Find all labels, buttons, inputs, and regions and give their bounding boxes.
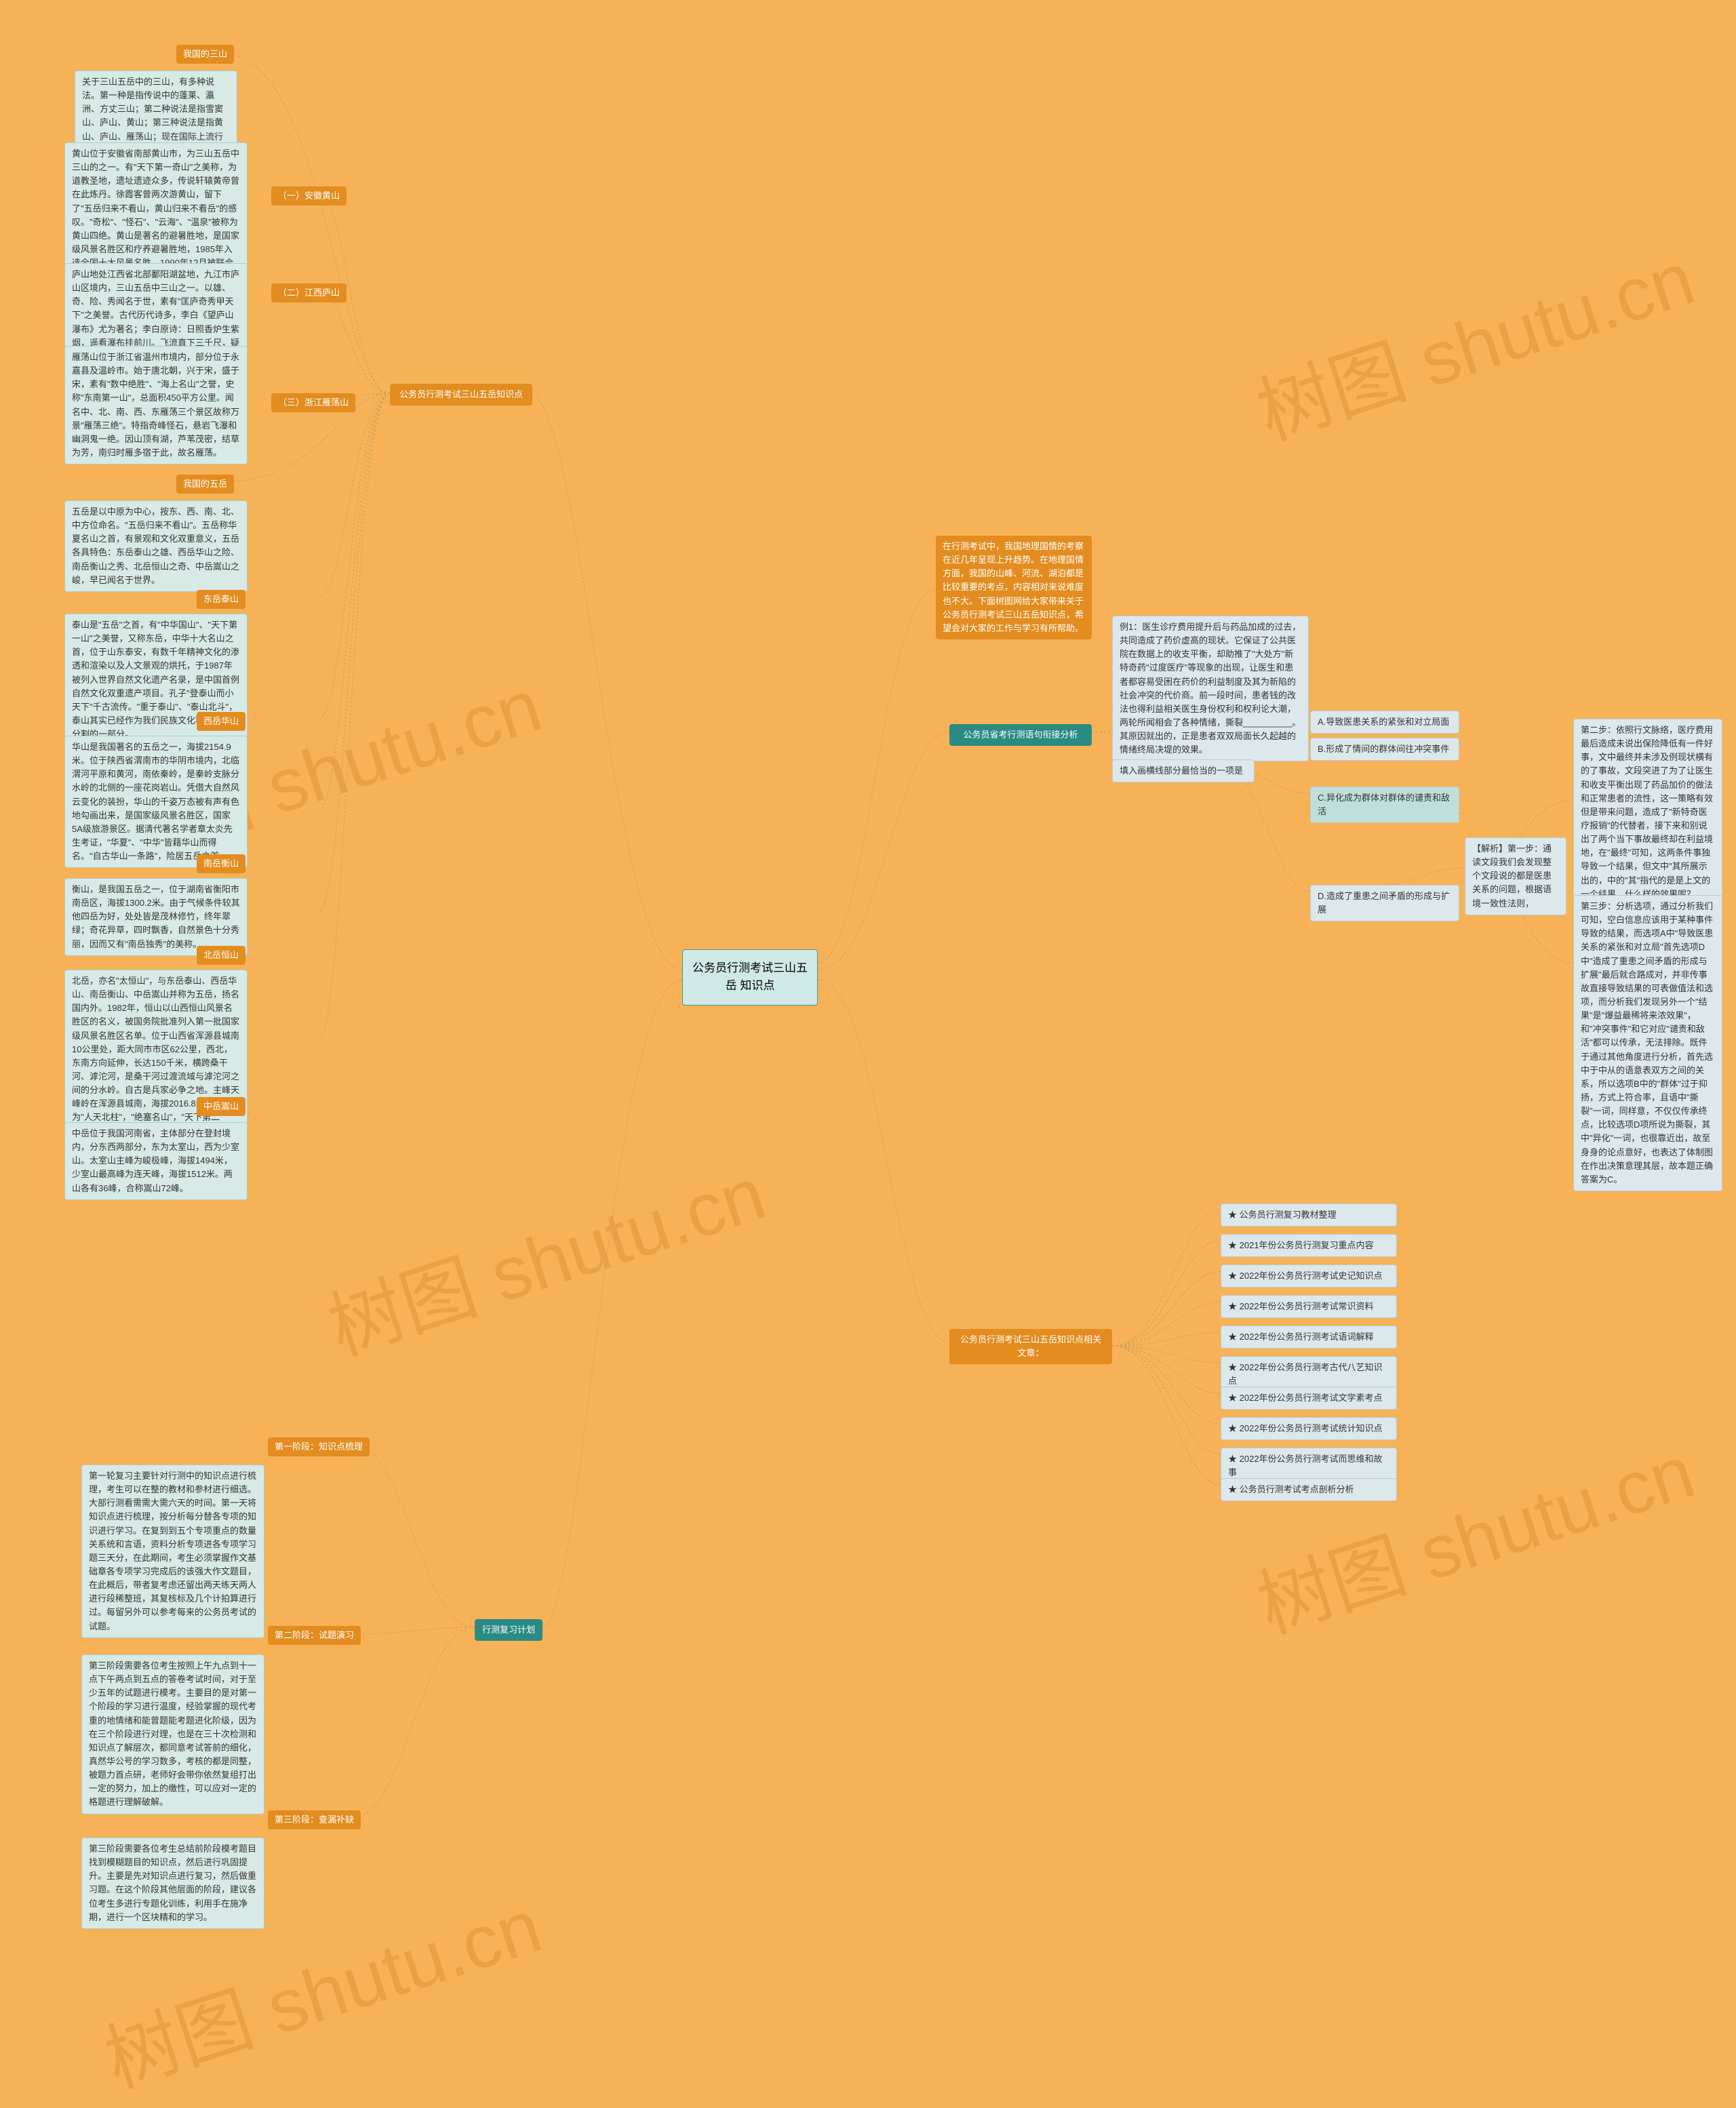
related-2-text: 2022年份公务员行测考试史记知识点 bbox=[1240, 1271, 1383, 1281]
related-1-text: 2021年份公务员行测复习重点内容 bbox=[1240, 1240, 1374, 1250]
five-5-label: 中岳嵩山 bbox=[197, 1097, 245, 1116]
five-3-label: 南岳衡山 bbox=[197, 854, 245, 873]
stage-1-text: 第一轮复习主要针对行测中的知识点进行梳理，考生可以在整的教材和参材进行细选。大部… bbox=[81, 1465, 264, 1638]
five-5-text: 中岳位于我国河南省，主体部分在登封境内，分东西两部分，东为太室山，西为少室山。太… bbox=[64, 1122, 248, 1200]
watermark: 树图 shutu.cn bbox=[313, 1133, 776, 1376]
mountain-3-text: 雁荡山位于浙江省温州市境内，部分位于永嘉县及温岭市。始于唐北朝，兴于宋，盛于宋，… bbox=[64, 346, 248, 464]
option-b: B.形成了情间的群体间往冲突事件 bbox=[1310, 738, 1459, 761]
related-4-text: 2022年份公务员行测考试语词解释 bbox=[1240, 1332, 1374, 1342]
five-3-text: 衡山，是我国五岳之一，位于湖南省衡阳市南岳区，海拔1300.2米。由于气候条件较… bbox=[64, 878, 248, 956]
branch-analysis-title: 公务员省考行测语句衔接分析 bbox=[949, 724, 1092, 746]
related-9-text: 公务员行测考试考点剖析分析 bbox=[1240, 1484, 1354, 1494]
branch-plan-title: 行测复习计划 bbox=[475, 1619, 542, 1641]
related-0-text: 公务员行测复习教材整理 bbox=[1240, 1210, 1337, 1220]
related-3: ★ 2022年份公务员行测考试常识资料 bbox=[1221, 1295, 1397, 1318]
five-2-text: 华山是我国著名的五岳之一，海拔2154.9米。位于陕西省渭南市的华阴市境内，北临… bbox=[64, 736, 248, 868]
stage-2-text: 第三阶段需要各位考生按照上午九点到十一点下午两点到五点的答卷考试时间，对于至少五… bbox=[81, 1654, 264, 1814]
five-4-label: 北岳恒山 bbox=[197, 946, 245, 965]
related-1: ★ 2021年份公务员行测复习重点内容 bbox=[1221, 1234, 1397, 1257]
analysis-example: 例1：医生诊疗费用提升后与药品加成的过去，共同造成了药价虚高的现状。它保证了公共… bbox=[1112, 616, 1309, 761]
root-node: 公务员行测考试三山五岳 知识点 bbox=[682, 949, 818, 1006]
stage-3-label: 第三阶段：查漏补缺 bbox=[268, 1810, 361, 1829]
option-a: A.导致医患关系的紧张和对立局面 bbox=[1310, 711, 1459, 734]
intro-box: 在行测考试中，我国地理国情的考察在近几年呈现上升趋势。在地理国情方面，我国的山峰… bbox=[936, 536, 1092, 639]
five-1-label: 东岳泰山 bbox=[197, 590, 245, 609]
related-4: ★ 2022年份公务员行测考试语词解释 bbox=[1221, 1326, 1397, 1349]
five-4-text: 北岳，亦名"太恒山"，与东岳泰山、西岳华山、南岳衡山、中岳嵩山并称为五岳，扬名国… bbox=[64, 970, 248, 1143]
option-d: D.造成了重患之间矛盾的形成与扩展 bbox=[1310, 885, 1459, 921]
related-7-text: 2022年份公务员行测考试统计知识点 bbox=[1240, 1423, 1383, 1433]
stage-2-label: 第二阶段：试题演习 bbox=[268, 1626, 361, 1645]
related-6: ★ 2022年份公务员行测考试文学素考点 bbox=[1221, 1387, 1397, 1410]
related-2: ★ 2022年份公务员行测考试史记知识点 bbox=[1221, 1265, 1397, 1288]
related-3-text: 2022年份公务员行测考试常识资料 bbox=[1240, 1301, 1374, 1311]
mountain-1-label: （一）安徽黄山 bbox=[271, 186, 347, 205]
five-mountains-label: 我国的五岳 bbox=[176, 475, 234, 494]
option-c: C.异化成为群体对群体的谴责和敌活 bbox=[1310, 787, 1459, 823]
related-5-text: 2022年份公务员行测考古代八艺知识点 bbox=[1228, 1362, 1383, 1386]
mountain-2-label: （二）江西庐山 bbox=[271, 283, 347, 302]
analysis-explain-step3: 第三步：分析选项，通过分析我们可知，空白信息应该用于某种事件导致的结果，而选项A… bbox=[1573, 895, 1722, 1191]
related-6-text: 2022年份公务员行测考试文学素考点 bbox=[1240, 1393, 1383, 1403]
branch-knowledge-title: 公务员行测考试三山五岳知识点 bbox=[390, 384, 532, 405]
five-mountains-desc: 五岳是以中原为中心，按东、西、南、北、中方位命名。"五岳归来不看山"。五岳称华夏… bbox=[64, 500, 248, 592]
related-7: ★ 2022年份公务员行测考试统计知识点 bbox=[1221, 1417, 1397, 1440]
five-2-label: 西岳华山 bbox=[197, 712, 245, 731]
related-9: ★ 公务员行测考试考点剖析分析 bbox=[1221, 1478, 1397, 1501]
analysis-fill-label: 填入画横线部分最恰当的一项是 bbox=[1112, 759, 1255, 782]
mountain-3-label: （三）浙江雁荡山 bbox=[271, 393, 355, 412]
related-0: ★ 公务员行测复习教材整理 bbox=[1221, 1204, 1397, 1227]
three-mountains-label: 我国的三山 bbox=[176, 45, 234, 64]
stage-3-text: 第三阶段需要各位考生总结前阶段模考题目找到模糊题目的知识点，然后进行巩固提升。主… bbox=[81, 1837, 264, 1929]
related-8-text: 2022年份公务员行测考试而思维和故事 bbox=[1228, 1454, 1383, 1477]
stage-1-label: 第一阶段：知识点梳理 bbox=[268, 1437, 370, 1456]
analysis-explain-intro: 【解析】第一步：通读文段我们会发现整个文段说的都是医患关系的问题，根据语境一致性… bbox=[1465, 837, 1566, 915]
watermark: 树图 shutu.cn bbox=[1242, 218, 1705, 460]
branch-related-title: 公务员行测考试三山五岳知识点相关文章： bbox=[949, 1329, 1112, 1364]
